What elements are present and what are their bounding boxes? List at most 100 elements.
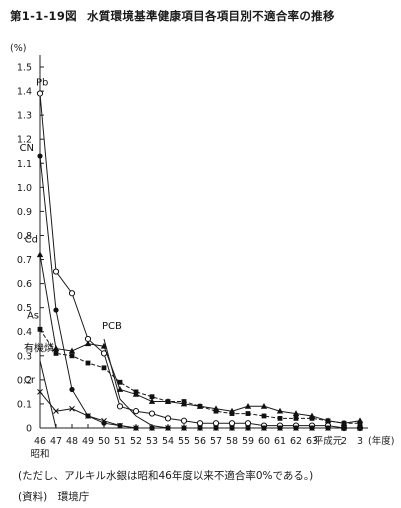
data-point-cr <box>181 425 187 431</box>
data-point-cr <box>229 425 235 431</box>
series-label-cn: CN <box>20 143 34 154</box>
y-axis-label: (%) <box>10 43 26 54</box>
data-point-as <box>245 411 251 416</box>
series-line-cn <box>39 155 360 429</box>
x-tick-label: 51 <box>114 436 126 447</box>
data-point-cr <box>69 405 75 412</box>
data-point-cd <box>116 386 124 392</box>
data-point-cd <box>148 398 156 404</box>
data-point-as <box>181 399 187 404</box>
data-point-as <box>133 389 139 395</box>
data-point-cn <box>69 386 75 393</box>
data-point-pb <box>52 268 60 275</box>
data-point-cr <box>341 425 347 431</box>
x-tick-label: 2 <box>341 436 347 447</box>
data-point-cr <box>101 417 107 424</box>
data-point-as <box>293 415 299 421</box>
x-tick-label: 62 <box>290 436 302 447</box>
data-point-cr <box>133 425 139 431</box>
series-label-pb: Pb <box>36 77 48 88</box>
chart-footnote: (ただし、アルキル水銀は昭和46年度以来不適合率0%である。) <box>18 470 314 482</box>
x-tick-label: 52 <box>130 436 142 447</box>
x-tick-label: 47 <box>50 436 62 447</box>
data-point-as <box>325 418 331 424</box>
data-point-cr <box>213 425 219 431</box>
y-tick-label: 0.4 <box>17 327 32 338</box>
x-tick-label: 48 <box>66 436 78 447</box>
y-tick-label: 0.2 <box>17 375 32 386</box>
data-point-pb <box>68 290 76 297</box>
data-point-pb <box>228 420 236 427</box>
x-tick-label: 53 <box>146 436 158 447</box>
chart-series-markers <box>36 90 364 432</box>
data-point-cd <box>276 407 284 414</box>
y-tick-label: 0.7 <box>17 255 32 266</box>
data-point-as <box>117 379 123 385</box>
data-point-cr <box>165 425 171 431</box>
x-tick-label: 54 <box>162 436 174 447</box>
data-point-pb <box>196 420 204 427</box>
data-point-cd <box>244 402 252 409</box>
data-point-cr <box>37 389 43 395</box>
y-tick-label: 1.1 <box>17 159 32 170</box>
data-point-cr <box>261 425 267 431</box>
data-point-pb <box>148 410 156 417</box>
data-point-cd <box>292 410 300 416</box>
data-point-cd <box>52 345 60 351</box>
data-point-cd <box>100 342 108 349</box>
data-point-cr <box>309 425 315 431</box>
x-tick-label: 50 <box>98 436 110 447</box>
data-point-as <box>101 365 107 371</box>
data-point-as <box>85 360 91 366</box>
figure-title: 第1-1-19図 水質環境基準健康項目各項目別不適合率の推移 <box>10 8 335 24</box>
x-tick-label: 63 <box>306 436 318 447</box>
x-tick-label: 57 <box>210 436 222 447</box>
data-point-as <box>197 403 203 409</box>
data-point-cd <box>68 347 76 354</box>
data-point-pb <box>180 417 188 424</box>
series-label-cr: Cr <box>24 375 36 386</box>
y-tick-label: 1.0 <box>17 183 32 194</box>
y-tick-label: 1.2 <box>17 135 32 146</box>
y-tick-label: 0.3 <box>17 351 32 362</box>
data-point-cr <box>85 413 91 419</box>
data-point-cr <box>53 408 59 415</box>
data-point-cr <box>325 425 331 431</box>
data-point-as <box>37 326 43 332</box>
data-point-pb <box>244 420 252 427</box>
x-tick-label: 3 <box>357 436 363 447</box>
data-point-as <box>149 394 155 400</box>
series-line-pb <box>39 93 360 429</box>
chart-labels: Pb CN Cd As 有機燐 Cr PCB <box>20 77 122 385</box>
data-point-as <box>309 415 315 421</box>
x-tick-label: 60 <box>258 436 270 447</box>
figure-title-text: 水質環境基準健康項目各項目別不適合率の推移 <box>86 9 335 23</box>
x-tick-label: 58 <box>226 436 238 447</box>
data-point-as <box>229 411 235 416</box>
x-era-label: 昭和 <box>30 449 49 460</box>
x-tick-label: 平成元 <box>314 435 343 447</box>
data-point-as <box>213 408 219 414</box>
data-point-cr <box>117 422 123 429</box>
data-point-cr <box>245 425 251 431</box>
y-tick-label: 0.1 <box>17 399 32 410</box>
data-point-as <box>53 350 59 356</box>
y-tick-label: 1.3 <box>17 111 32 122</box>
data-point-pb <box>100 350 108 357</box>
data-point-pb <box>132 408 140 415</box>
series-label-as: As <box>27 310 39 321</box>
y-tick-label: 0.8 <box>17 231 32 242</box>
data-point-pb <box>164 415 172 422</box>
series-line-as <box>39 329 360 424</box>
y-tick-label: 1.4 <box>17 87 32 98</box>
data-point-as <box>357 420 363 426</box>
chart-source: (資料) 環境庁 <box>18 491 90 503</box>
y-tick-label: 0.5 <box>17 303 32 314</box>
series-label-pcb: PCB <box>102 321 122 332</box>
data-point-cn <box>37 153 43 159</box>
data-point-pb <box>116 403 124 410</box>
x-tick-label: 56 <box>194 436 206 447</box>
y-tick-label: 0.6 <box>17 279 32 290</box>
data-point-pb <box>212 420 220 427</box>
